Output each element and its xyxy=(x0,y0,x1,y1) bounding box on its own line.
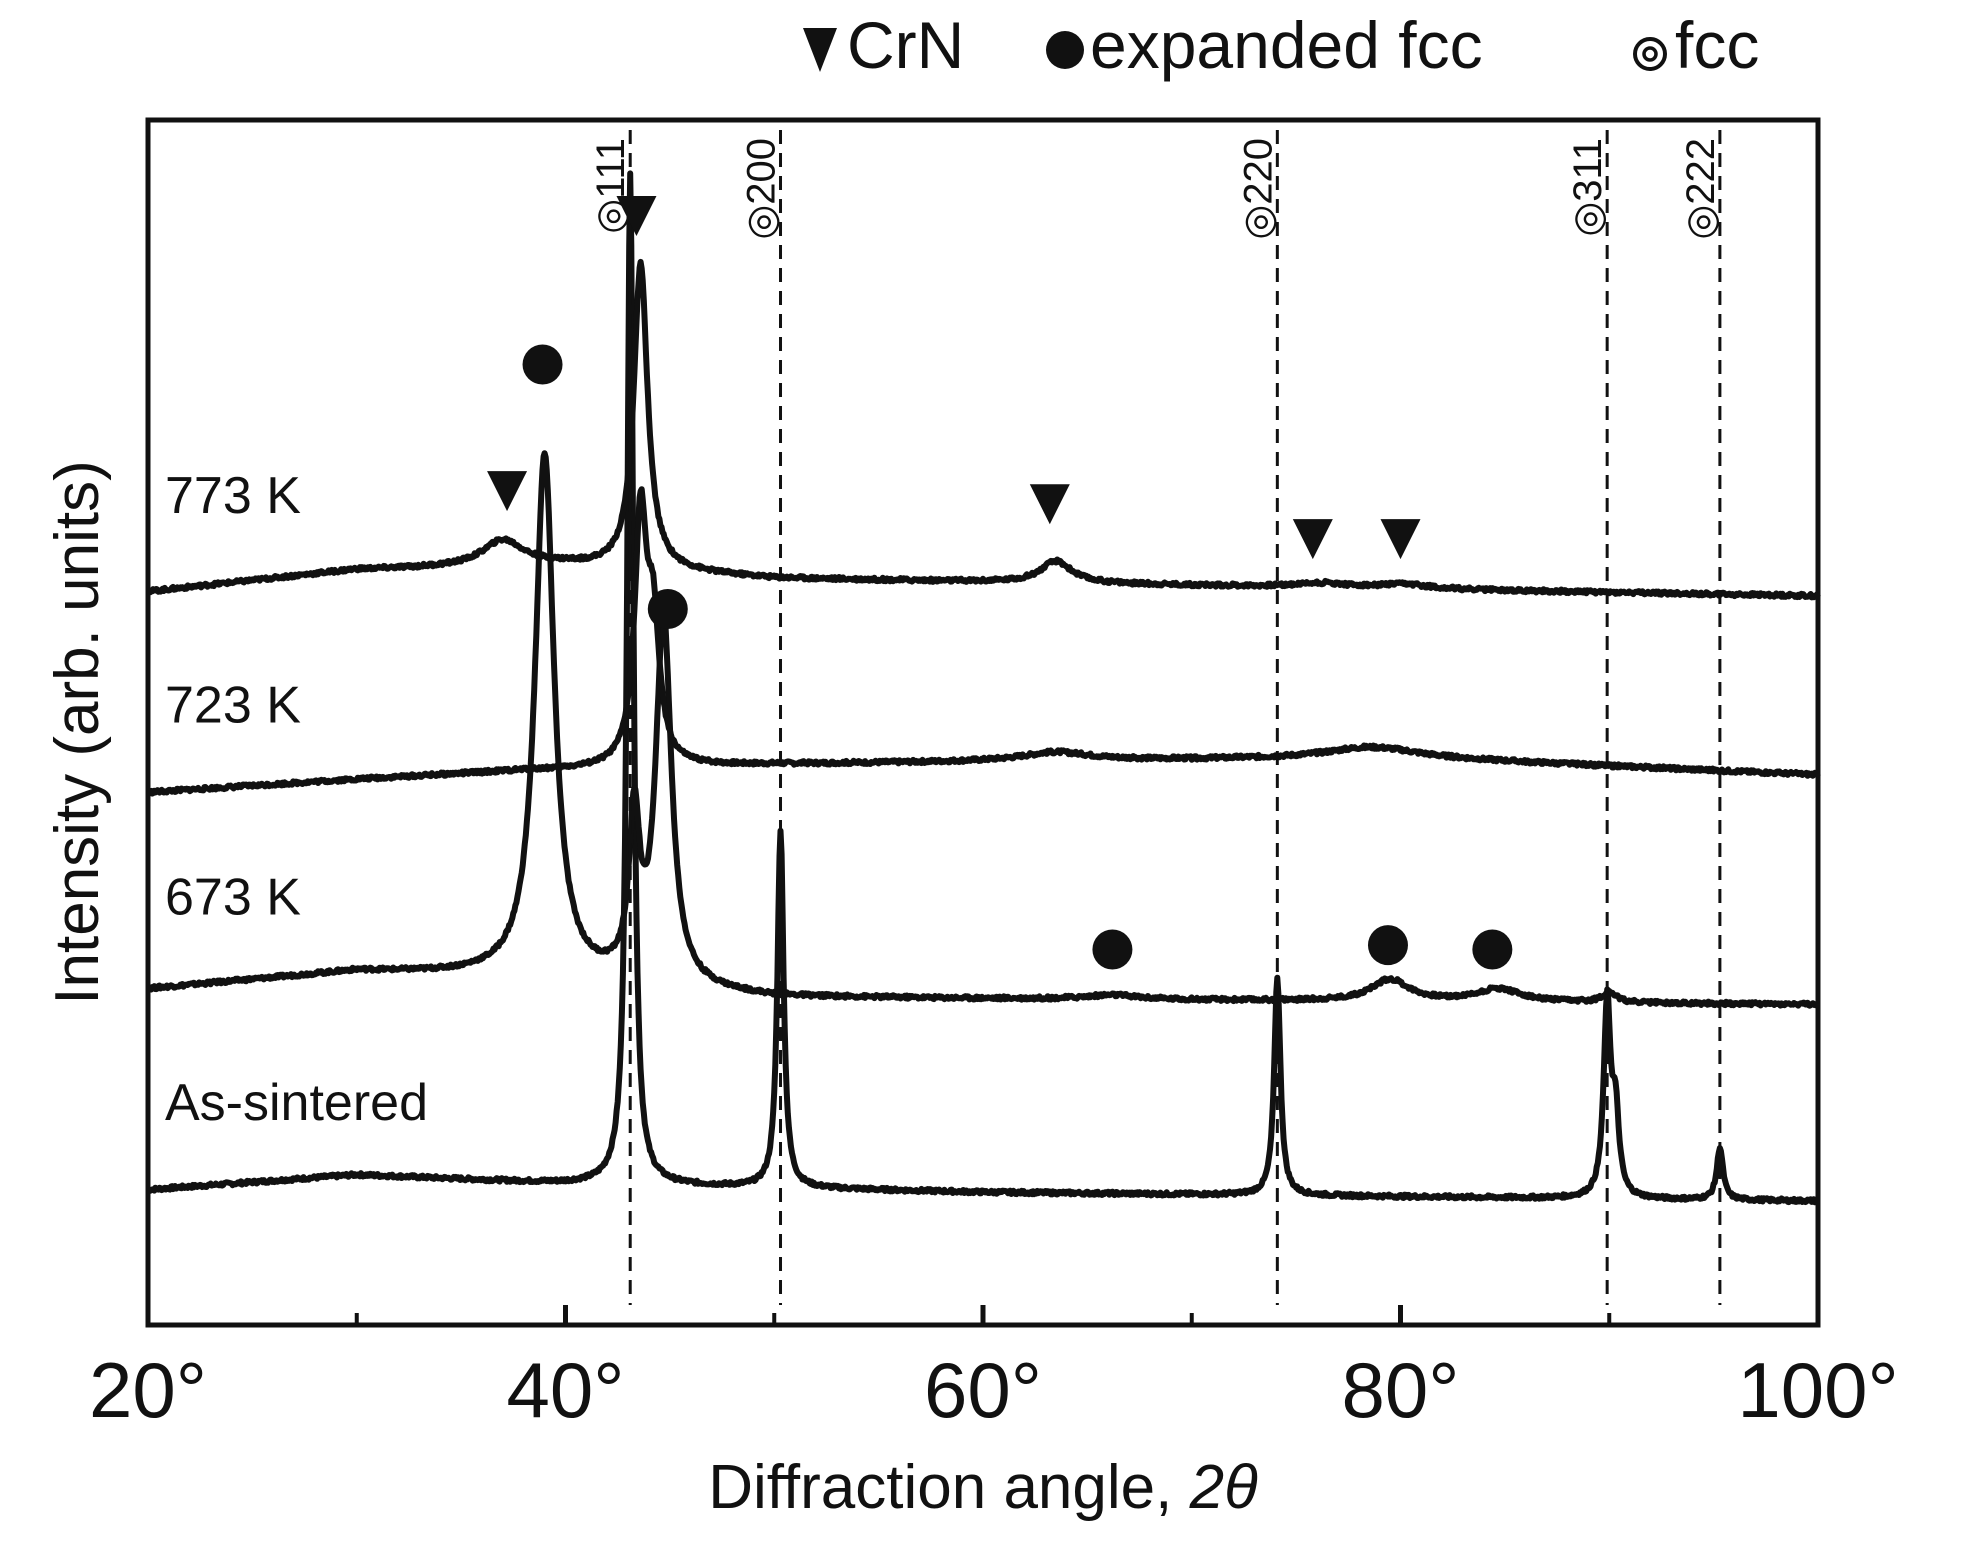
series-line-723-k xyxy=(146,486,1821,797)
sample-label: 673 K xyxy=(165,869,301,927)
legend-fcc-icon-inner xyxy=(1642,46,1658,62)
legend-crn-icon xyxy=(803,28,837,72)
legend-label: fcc xyxy=(1675,8,1759,82)
plot-frame xyxy=(145,117,1821,1328)
expanded-fcc-marker xyxy=(647,588,688,629)
sample-label: As-sintered xyxy=(165,1074,428,1132)
series-layer xyxy=(145,170,1821,1206)
reference-line-label: ◎200 xyxy=(740,138,784,240)
x-tick-label: 100° xyxy=(1737,1346,1898,1434)
x-axis-title-text: Diffraction angle, xyxy=(708,1453,1189,1522)
crn-marker xyxy=(1380,519,1421,560)
series-line-as-sintered xyxy=(146,170,1821,1206)
legend-expanded-fcc-icon xyxy=(1046,31,1084,69)
y-axis-title: Intensity (arb. units) xyxy=(43,460,112,1004)
reference-line-label: ◎111 xyxy=(589,138,633,234)
reference-line-label: ◎222 xyxy=(1679,138,1723,240)
reference-line-label: ◎311 xyxy=(1566,138,1610,237)
x-tick-label: 60° xyxy=(924,1346,1042,1434)
expanded-fcc-marker xyxy=(1092,929,1133,970)
sample-labels: 773 K 723 K 673 K As-sintered xyxy=(165,467,428,1132)
x-tick-label: 40° xyxy=(507,1346,625,1434)
x-axis-title: Diffraction angle, 2θ xyxy=(708,1453,1258,1522)
sample-label: 723 K xyxy=(165,677,301,735)
legend-fcc-icon xyxy=(1633,37,1667,71)
series-line-673-k xyxy=(145,450,1821,1009)
crn-marker xyxy=(1292,519,1333,560)
reference-line-label: ◎220 xyxy=(1236,138,1280,240)
legend: CrN expanded fcc fcc xyxy=(803,8,1759,82)
peak-markers xyxy=(487,196,1513,970)
legend-label: expanded fcc xyxy=(1090,8,1483,82)
expanded-fcc-marker xyxy=(1472,929,1513,970)
series-line-773-k xyxy=(146,258,1821,601)
x-axis-ticks: 20° 40° 60° 80° 100° xyxy=(89,1305,1899,1434)
crn-marker xyxy=(1029,484,1070,525)
expanded-fcc-marker xyxy=(522,344,563,385)
x-tick-label: 80° xyxy=(1342,1346,1460,1434)
reference-lines: ◎111 ◎200 ◎220 ◎311 ◎222 xyxy=(589,130,1723,1305)
crn-marker xyxy=(616,196,657,237)
sample-label: 773 K xyxy=(165,467,301,525)
crn-marker xyxy=(487,471,528,512)
x-axis-title-symbol: 2θ xyxy=(1189,1453,1258,1522)
expanded-fcc-marker xyxy=(1367,925,1408,966)
x-tick-label: 20° xyxy=(89,1346,207,1434)
legend-label: CrN xyxy=(847,8,964,82)
